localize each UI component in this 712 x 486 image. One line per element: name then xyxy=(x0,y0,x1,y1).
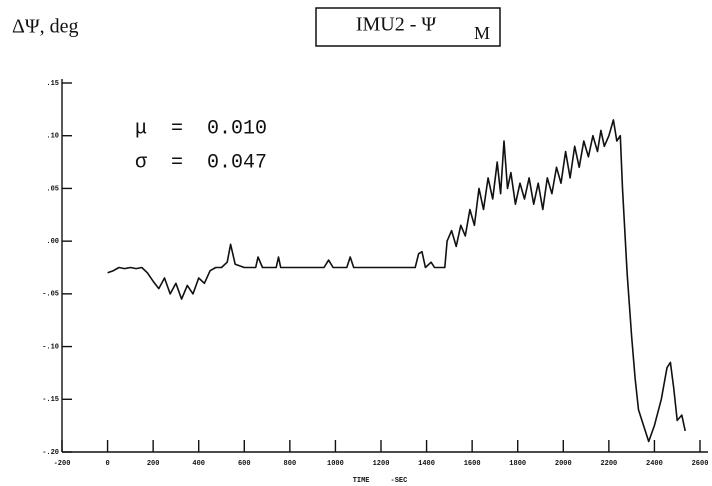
x-tick-label: 800 xyxy=(284,460,297,468)
x-tick-label: 1600 xyxy=(464,460,481,468)
title-box xyxy=(315,7,501,47)
chart-title: IMU2 - Ψ xyxy=(356,14,437,36)
x-tick-label: 2400 xyxy=(646,460,663,468)
x-tick-label: -200 xyxy=(54,460,71,468)
y-tick-label: .05 xyxy=(46,185,59,193)
x-tick-label: 2600 xyxy=(692,460,709,468)
x-tick-label: 600 xyxy=(238,460,251,468)
annotation-sigma: σ = 0.047 xyxy=(135,151,267,174)
y-axis-label: ΔΨ, deg xyxy=(12,16,79,38)
chart-title-subscript: M xyxy=(474,23,490,43)
y-tick-label: -.20 xyxy=(42,449,59,457)
x-tick-label: 1800 xyxy=(509,460,526,468)
x-tick-label: 2000 xyxy=(555,460,572,468)
x-axis-label: TIME -SEC xyxy=(353,477,408,485)
x-tick-label: 1400 xyxy=(418,460,435,468)
annotation-mean: μ = 0.010 xyxy=(135,117,267,140)
y-tick-label: .15 xyxy=(46,80,59,88)
y-tick-label: -.15 xyxy=(42,396,59,404)
data-line xyxy=(107,119,686,443)
y-tick-label: .00 xyxy=(46,238,59,246)
x-tick-label: 400 xyxy=(192,460,205,468)
x-tick-label: 0 xyxy=(105,460,109,468)
y-tick-label: -.10 xyxy=(42,343,59,351)
x-tick-label: 2200 xyxy=(600,460,617,468)
x-tick-label: 1200 xyxy=(373,460,390,468)
y-tick-label: -.05 xyxy=(42,291,59,299)
y-tick-label: .10 xyxy=(46,133,59,141)
x-tick-label: 200 xyxy=(147,460,160,468)
x-tick-label: 1000 xyxy=(327,460,344,468)
